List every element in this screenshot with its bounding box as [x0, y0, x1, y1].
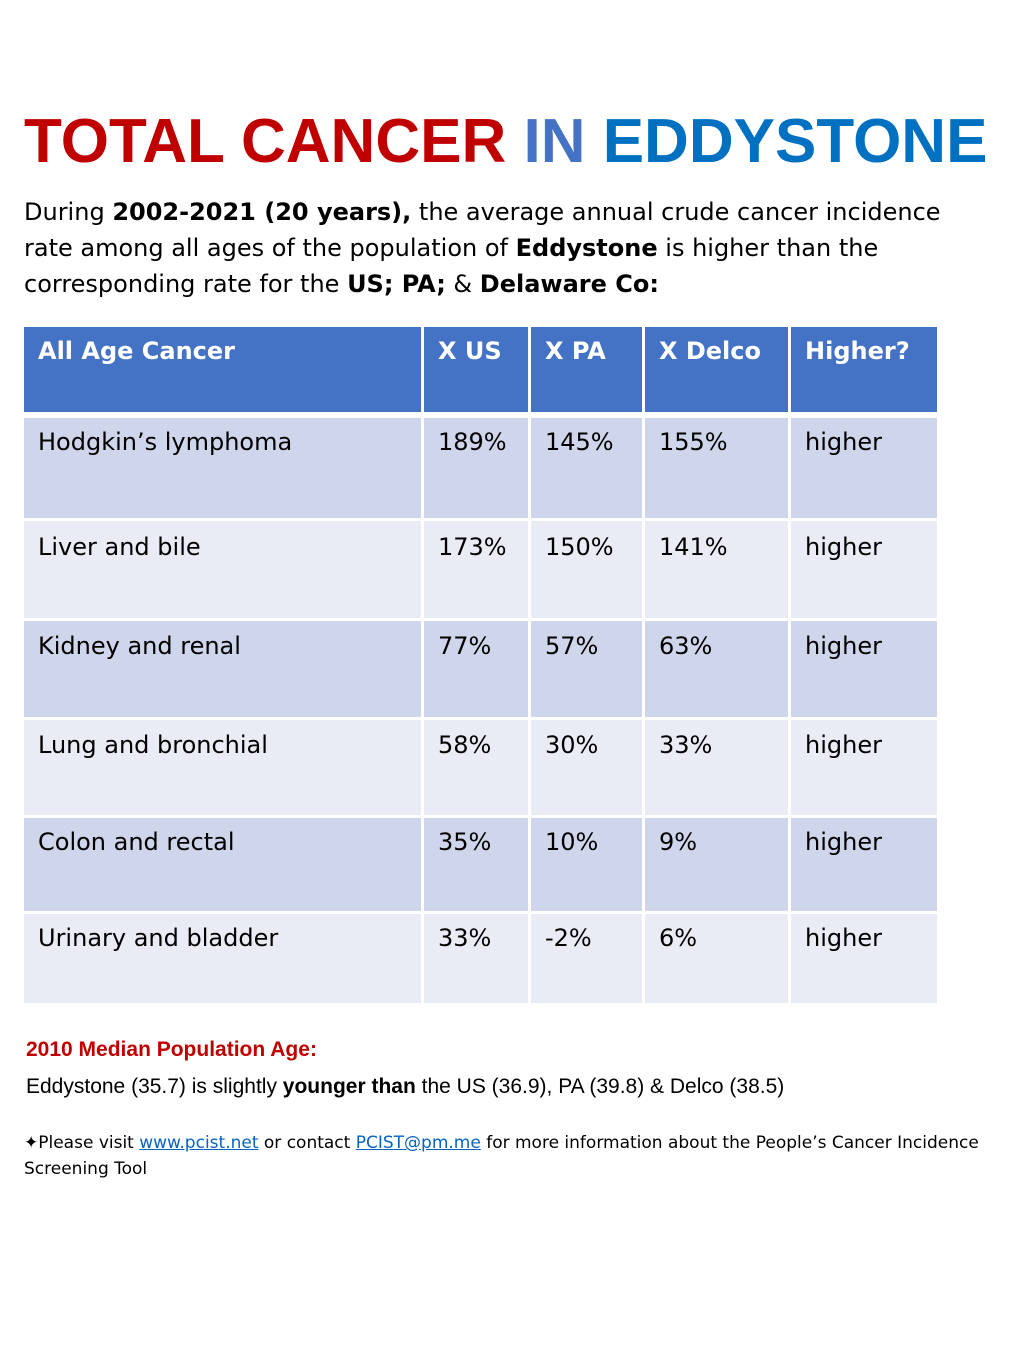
table-cell: 145% [531, 418, 645, 521]
intro-paragraph: During 2002-2021 (20 years), the average… [24, 194, 984, 302]
footnote-text: ✦Please visit [24, 1133, 140, 1153]
table-row: Liver and bile 173% 150% 141% higher [24, 521, 940, 621]
email-link[interactable]: PCIST@pm.me [355, 1133, 481, 1153]
footnote-text: for more information about the People’s … [24, 1133, 979, 1179]
median-bold: younger than [282, 1075, 416, 1098]
table-row: Lung and bronchial 58% 30% 33% higher [24, 720, 940, 818]
intro-bold: 2002-2021 (20 years), [112, 198, 412, 226]
table-header-row: All Age Cancer X US X PA X Delco Higher? [24, 327, 940, 418]
website-link[interactable]: www.pcist.net [139, 1133, 259, 1153]
header-cell: X US [424, 327, 531, 418]
table-cell: higher [791, 818, 940, 914]
table-row: Kidney and renal 77% 57% 63% higher [24, 621, 940, 720]
intro-text: & [445, 270, 480, 298]
table-cell: Lung and bronchial [24, 720, 424, 818]
table-row: Colon and rectal 35% 10% 9% higher [24, 818, 940, 914]
table-cell: higher [791, 621, 940, 720]
table-cell: higher [791, 418, 940, 521]
intro-bold: Eddystone [515, 234, 658, 262]
table-cell: higher [791, 914, 940, 1006]
median-age-text: Eddystone (35.7) is slightly younger tha… [26, 1075, 784, 1099]
intro-text: the average annual crude cancer incidenc… [24, 198, 941, 262]
table-cell: 10% [531, 818, 645, 914]
table-cell: 150% [531, 521, 645, 621]
table-cell: 9% [645, 818, 791, 914]
page-title: TOTAL CANCER IN EDDYSTONE [24, 106, 987, 178]
table-cell: Colon and rectal [24, 818, 424, 914]
title-part-1: TOTAL CANCER [24, 107, 507, 176]
table-cell: higher [791, 720, 940, 818]
median-text: the US (36.9), PA (39.8) & Delco (38.5) [415, 1075, 785, 1098]
header-cell: Higher? [791, 327, 940, 418]
table-cell: 33% [424, 914, 531, 1006]
table-cell: 173% [424, 521, 531, 621]
intro-text: is higher than the corresponding rate fo… [24, 234, 879, 298]
table-cell: -2% [531, 914, 645, 1006]
table-cell: 77% [424, 621, 531, 720]
intro-bold: Delaware Co: [479, 270, 659, 298]
table-cell: Kidney and renal [24, 621, 424, 720]
footnote: ✦Please visit www.pcist.net or contact P… [24, 1130, 984, 1182]
table-cell: Hodgkin’s lymphoma [24, 418, 424, 521]
cancer-table: All Age Cancer X US X PA X Delco Higher?… [24, 327, 940, 1006]
table-cell: 35% [424, 818, 531, 914]
table-row: Hodgkin’s lymphoma 189% 145% 155% higher [24, 418, 940, 521]
table-cell: 57% [531, 621, 645, 720]
table-cell: 30% [531, 720, 645, 818]
table-row: Urinary and bladder 33% -2% 6% higher [24, 914, 940, 1006]
intro-text: During [24, 198, 113, 226]
table-cell: Liver and bile [24, 521, 424, 621]
header-cell: X Delco [645, 327, 791, 418]
title-part-2: IN [523, 107, 586, 176]
table-cell: 63% [645, 621, 791, 720]
table-cell: 189% [424, 418, 531, 521]
median-age-heading: 2010 Median Population Age: [26, 1038, 317, 1061]
table-cell: 6% [645, 914, 791, 1006]
median-text: Eddystone (35.7) is slightly [26, 1075, 283, 1098]
table-cell: 155% [645, 418, 791, 521]
table-cell: 33% [645, 720, 791, 818]
header-cell: All Age Cancer [24, 327, 424, 418]
table-cell: higher [791, 521, 940, 621]
table-cell: Urinary and bladder [24, 914, 424, 1006]
intro-bold: US; PA; [347, 270, 446, 298]
footnote-text: or contact [258, 1133, 356, 1153]
table-cell: 141% [645, 521, 791, 621]
table-cell: 58% [424, 720, 531, 818]
title-part-3: EDDYSTONE [602, 107, 988, 176]
header-cell: X PA [531, 327, 645, 418]
